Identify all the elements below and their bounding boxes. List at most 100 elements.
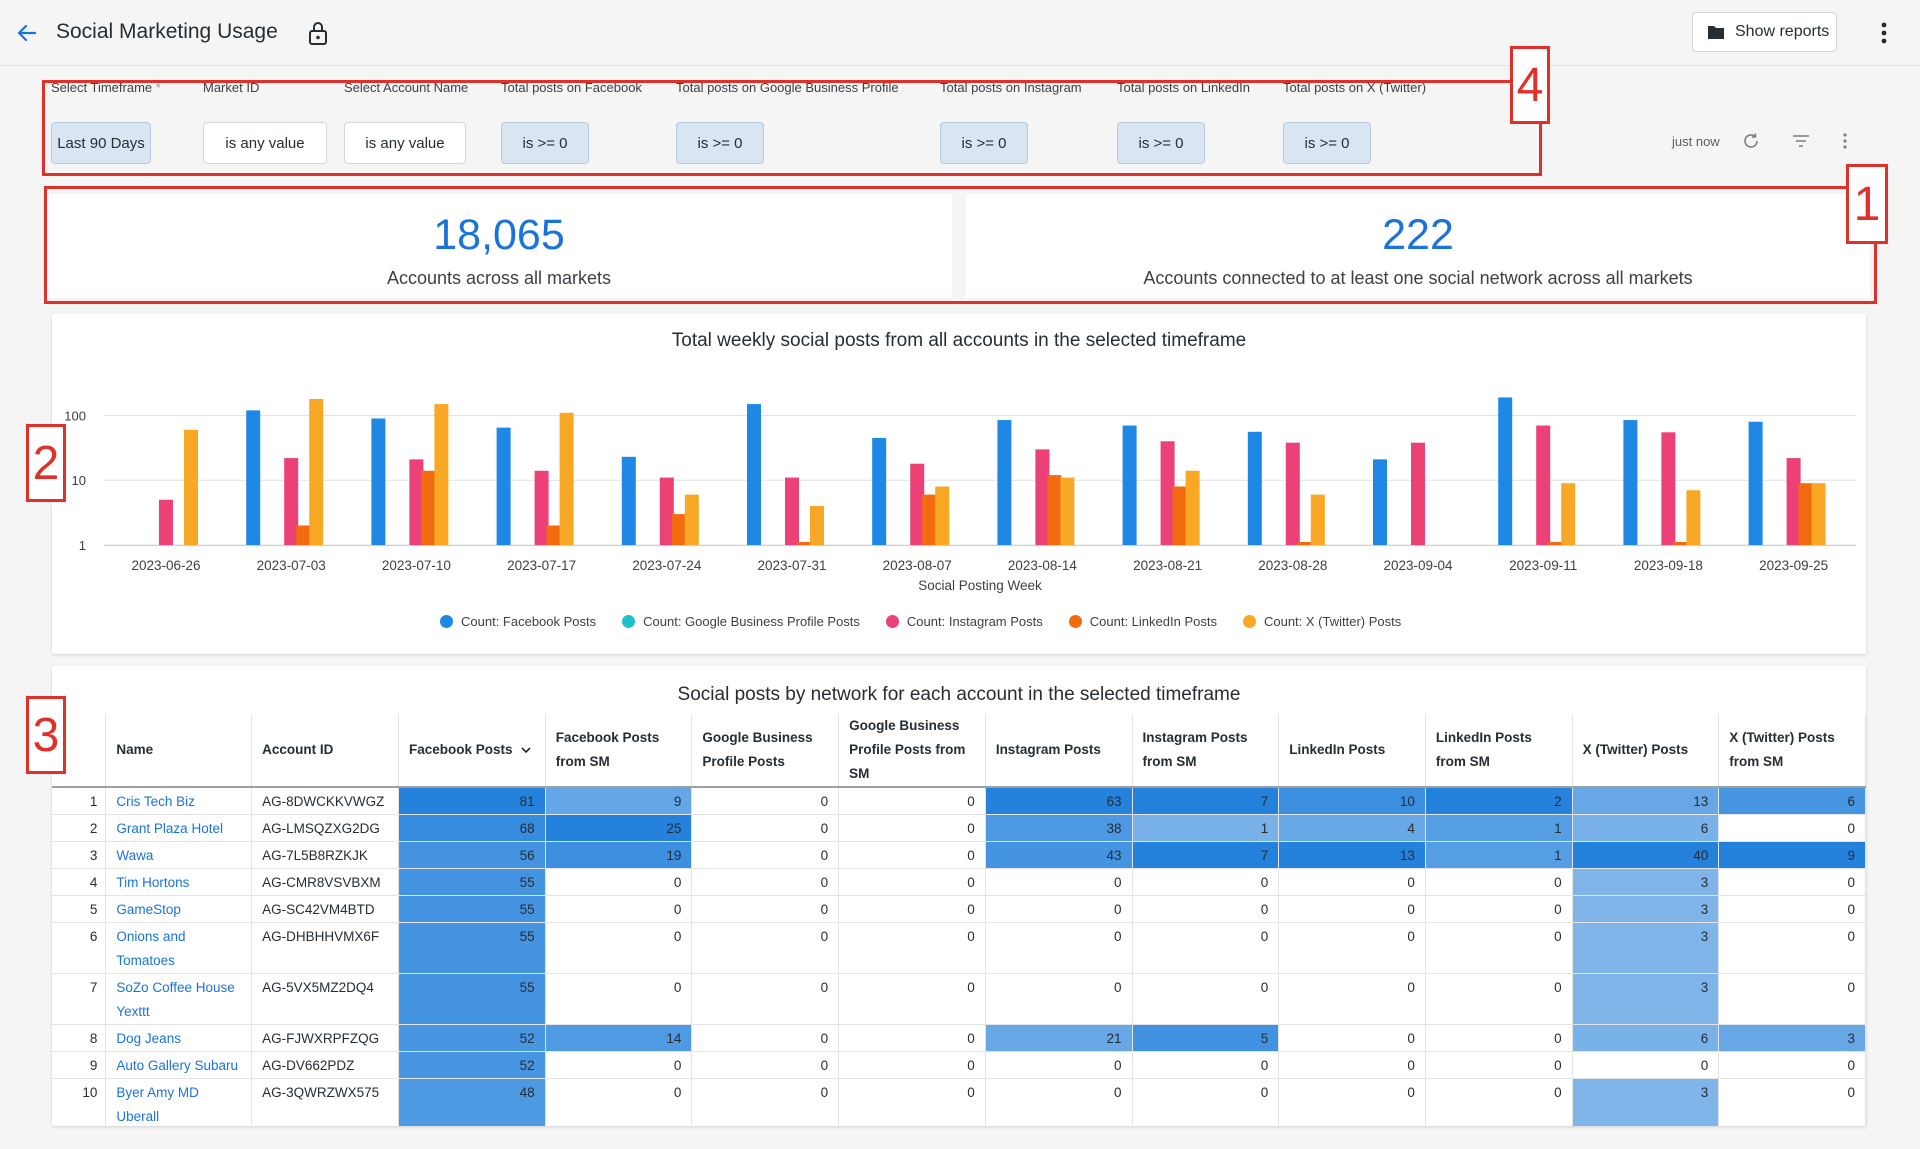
chart-bar[interactable] — [797, 542, 811, 545]
lock-icon[interactable] — [306, 20, 330, 51]
chart-bar[interactable] — [747, 404, 761, 545]
chart-bar[interactable] — [872, 437, 887, 545]
chart-bar[interactable] — [1748, 421, 1763, 545]
column-header[interactable]: Name — [105, 714, 253, 788]
column-header[interactable]: LinkedIn Posts — [1278, 714, 1426, 788]
chart-bar[interactable] — [1060, 477, 1075, 545]
account-name-link[interactable]: Onions and Tomatoes — [116, 929, 186, 968]
chart-bar[interactable] — [1548, 542, 1563, 545]
chart-bar[interactable] — [246, 410, 261, 545]
chart-bar[interactable] — [1035, 449, 1050, 545]
account-name-link[interactable]: SoZo Coffee House Yexttt — [116, 980, 235, 1019]
chart-bar[interactable] — [1798, 483, 1813, 545]
chart-bar[interactable] — [184, 429, 198, 545]
chart-bar[interactable] — [810, 506, 824, 545]
column-header[interactable]: Google Business Profile Posts from SM — [838, 714, 986, 788]
chart-bar[interactable] — [546, 525, 561, 545]
legend-item[interactable]: Count: X (Twitter) Posts — [1242, 614, 1401, 629]
chart-bar[interactable] — [1172, 486, 1187, 545]
chart-bar[interactable] — [1247, 431, 1262, 545]
sort-descending-icon[interactable] — [520, 738, 531, 762]
account-name-link[interactable]: Tim Hortons — [116, 875, 190, 890]
posts-table-container[interactable]: Name Account ID Facebook Posts Facebook Pos… — [52, 714, 1866, 1126]
chart-bar[interactable] — [1047, 475, 1062, 545]
chart-bar[interactable] — [1373, 459, 1387, 545]
column-header[interactable]: LinkedIn Posts from SM — [1425, 714, 1573, 788]
post-count-cell: 48 — [398, 1078, 546, 1126]
market-id-select[interactable]: is any value — [203, 122, 327, 164]
chart-bar[interactable] — [1661, 432, 1676, 545]
chart-bar[interactable] — [1498, 397, 1513, 545]
chart-bar[interactable] — [910, 463, 925, 545]
column-header[interactable]: Instagram Posts — [985, 714, 1133, 788]
account-name-link[interactable]: Grant Plaza Hotel — [116, 821, 223, 836]
filter-icon[interactable] — [1790, 130, 1812, 152]
account-name-link[interactable]: Dog Jeans — [116, 1031, 181, 1046]
account-name-link[interactable]: Byer Amy MD Uberall — [116, 1085, 199, 1124]
chart-bar[interactable] — [1673, 542, 1688, 545]
chart-bar[interactable] — [559, 412, 574, 545]
account-name-link[interactable]: GameStop — [116, 902, 181, 917]
chart-bar[interactable] — [409, 459, 424, 545]
filter-label: Total posts on LinkedIn — [1117, 80, 1250, 95]
chart-bar[interactable] — [1686, 490, 1701, 545]
show-reports-button[interactable]: Show reports — [1692, 12, 1837, 52]
legend-item[interactable]: Count: LinkedIn Posts — [1068, 614, 1217, 629]
legend-item[interactable]: Count: Facebook Posts — [440, 614, 596, 629]
chart-bar[interactable] — [1561, 483, 1576, 545]
chart-bar[interactable] — [922, 494, 937, 545]
column-header[interactable]: Account ID — [251, 714, 399, 788]
facebook-filter-value[interactable]: is >= 0 — [501, 122, 589, 164]
legend-item[interactable]: Count: Google Business Profile Posts — [622, 614, 860, 629]
post-count-cell: 0 — [1278, 922, 1426, 974]
chart-bar[interactable] — [1786, 458, 1801, 545]
column-header[interactable]: X (Twitter) Posts from SM — [1718, 714, 1866, 788]
google-filter-value[interactable]: is >= 0 — [676, 122, 764, 164]
chart-bar[interactable] — [671, 514, 686, 545]
chart-bar[interactable] — [496, 427, 511, 545]
chart-bar[interactable] — [621, 456, 636, 545]
chart-bar[interactable] — [371, 418, 386, 545]
chart-bar[interactable] — [1811, 483, 1826, 545]
instagram-filter-value[interactable]: is >= 0 — [940, 122, 1028, 164]
chart-bar[interactable] — [935, 486, 950, 545]
chart-bar[interactable] — [1536, 425, 1551, 545]
chart-bar[interactable] — [159, 499, 173, 545]
refresh-icon[interactable] — [1740, 130, 1762, 152]
chart-bar[interactable] — [1297, 542, 1312, 545]
more-options-icon[interactable] — [1874, 18, 1894, 48]
chart-bar[interactable] — [1185, 470, 1200, 545]
chart-bar[interactable] — [1310, 494, 1325, 545]
chart-bar[interactable] — [1122, 425, 1137, 545]
post-count-cell: 0 — [1572, 1051, 1720, 1079]
column-header[interactable]: Facebook Posts — [398, 714, 546, 788]
column-header[interactable]: Facebook Posts from SM — [545, 714, 693, 788]
back-arrow-icon[interactable] — [10, 16, 44, 50]
chart-bar[interactable] — [284, 458, 299, 545]
legend-item[interactable]: Count: Instagram Posts — [885, 614, 1043, 629]
account-name-link[interactable]: Auto Gallery Subaru — [116, 1058, 238, 1073]
account-name-link[interactable]: Wawa — [116, 848, 154, 863]
column-header[interactable]: X (Twitter) Posts — [1572, 714, 1720, 788]
column-header[interactable]: Instagram Posts from SM — [1132, 714, 1280, 788]
linkedin-filter-value[interactable]: is >= 0 — [1117, 122, 1205, 164]
account-name-select[interactable]: is any value — [344, 122, 466, 164]
column-header[interactable]: Google Business Profile Posts — [691, 714, 840, 788]
chart-bar[interactable] — [1623, 420, 1638, 545]
chart-bar[interactable] — [1160, 441, 1175, 545]
timeframe-select[interactable]: Last 90 Days — [51, 122, 151, 164]
chart-bar[interactable] — [997, 420, 1012, 545]
chart-bar[interactable] — [434, 404, 449, 545]
chart-bar[interactable] — [296, 525, 311, 545]
dashboard-more-icon[interactable] — [1834, 130, 1856, 152]
chart-bar[interactable] — [684, 494, 699, 545]
chart-bar[interactable] — [659, 477, 674, 545]
chart-bar[interactable] — [534, 470, 549, 545]
chart-bar[interactable] — [1411, 442, 1425, 545]
chart-bar[interactable] — [1285, 442, 1300, 545]
x-twitter-filter-value[interactable]: is >= 0 — [1283, 122, 1371, 164]
chart-bar[interactable] — [309, 398, 324, 545]
account-name-link[interactable]: Cris Tech Biz — [116, 794, 195, 809]
chart-bar[interactable] — [785, 477, 799, 545]
chart-bar[interactable] — [421, 470, 436, 545]
